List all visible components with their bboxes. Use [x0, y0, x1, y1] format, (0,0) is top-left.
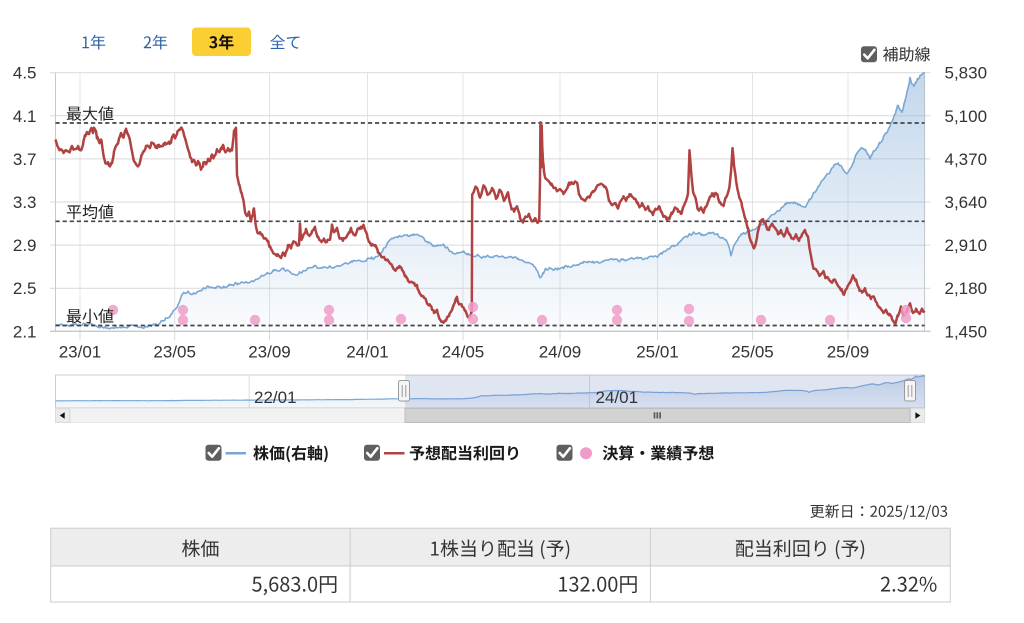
- svg-text:25/09: 25/09: [827, 343, 870, 362]
- svg-text:24/05: 24/05: [442, 343, 485, 362]
- svg-text:25/01: 25/01: [636, 343, 679, 362]
- svg-text:23/05: 23/05: [153, 343, 196, 362]
- svg-text:2,180: 2,180: [945, 279, 988, 298]
- svg-text:5,100: 5,100: [945, 107, 988, 126]
- svg-text:25/05: 25/05: [731, 343, 774, 362]
- svg-text:24/01: 24/01: [596, 388, 639, 407]
- svg-text:2.9: 2.9: [13, 236, 37, 255]
- svg-text:23/09: 23/09: [248, 343, 291, 362]
- svg-text:5,830: 5,830: [945, 64, 988, 83]
- svg-text:1,450: 1,450: [945, 322, 988, 341]
- svg-text:3,640: 3,640: [945, 193, 988, 212]
- svg-text:3.7: 3.7: [13, 150, 37, 169]
- svg-text:2,910: 2,910: [945, 236, 988, 255]
- svg-text:24/01: 24/01: [346, 343, 389, 362]
- svg-text:3.3: 3.3: [13, 193, 37, 212]
- svg-text:2.5: 2.5: [13, 279, 37, 298]
- svg-text:2.1: 2.1: [13, 322, 37, 341]
- svg-text:4.5: 4.5: [13, 64, 37, 83]
- svg-text:24/09: 24/09: [539, 343, 582, 362]
- svg-text:4.1: 4.1: [13, 107, 37, 126]
- svg-text:22/01: 22/01: [254, 388, 297, 407]
- svg-text:23/01: 23/01: [59, 343, 102, 362]
- svg-text:4,370: 4,370: [945, 150, 988, 169]
